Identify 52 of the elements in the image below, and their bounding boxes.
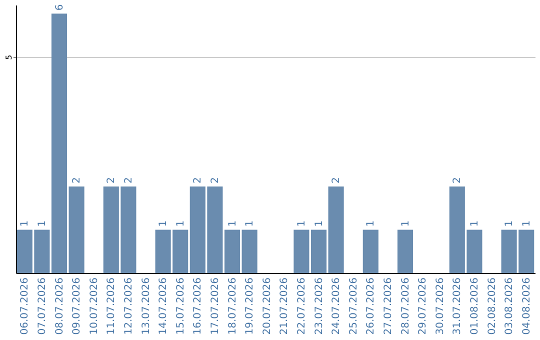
- data-label: 6: [54, 4, 66, 11]
- x-tick-label: 10.07.2026: [88, 278, 100, 335]
- x-tick-label: 01.08.2026: [469, 278, 480, 335]
- data-label: 1: [469, 220, 480, 227]
- x-tick-label: 14.07.2026: [158, 278, 170, 335]
- x-tick-label: 24.07.2026: [331, 278, 342, 335]
- data-label: 2: [192, 177, 204, 184]
- x-tick-label: 03.08.2026: [504, 278, 516, 335]
- data-label: 2: [72, 177, 83, 184]
- data-label: 1: [244, 220, 256, 227]
- data-label: 1: [400, 220, 412, 227]
- x-tick-label: 23.07.2026: [314, 278, 325, 335]
- data-label: 2: [123, 177, 134, 184]
- data-label: 1: [504, 220, 516, 227]
- x-tick-label: 15.07.2026: [175, 278, 186, 335]
- x-tick-label: 11.07.2026: [106, 278, 118, 335]
- data-label: 2: [452, 177, 464, 184]
- y-tick-label: 5: [4, 54, 14, 60]
- data-label: 1: [366, 220, 377, 227]
- x-tick-label: 30.07.2026: [434, 278, 446, 335]
- data-label: 2: [106, 177, 118, 184]
- data-label: 1: [521, 220, 532, 227]
- x-tick-label: 08.07.2026: [54, 278, 66, 335]
- x-tick-label: 27.07.2026: [382, 278, 394, 335]
- x-tick-label: 28.07.2026: [400, 278, 412, 335]
- data-label: 1: [175, 220, 186, 227]
- x-tick-label: 18.07.2026: [227, 278, 238, 335]
- x-tick-label: 20.07.2026: [262, 278, 273, 335]
- x-tick-label: 17.07.2026: [210, 278, 221, 335]
- x-tick-label: 21.07.2026: [279, 278, 290, 335]
- x-tick-label: 13.07.2026: [140, 278, 152, 335]
- x-tick-label: 04.08.2026: [521, 278, 532, 335]
- x-tick-label: 06.07.2026: [20, 278, 31, 335]
- data-label: 2: [331, 177, 342, 184]
- x-tick-label: 31.07.2026: [452, 278, 464, 335]
- x-tick-label: 12.07.2026: [123, 278, 134, 335]
- x-tick-label: 29.07.2026: [418, 278, 429, 335]
- x-tick-label: 26.07.2026: [366, 278, 377, 335]
- data-label: 2: [210, 177, 221, 184]
- x-tick-label: 07.07.2026: [36, 278, 48, 335]
- data-label: 1: [158, 220, 170, 227]
- data-label: 1: [296, 220, 308, 227]
- x-tick-label: 09.07.2026: [72, 278, 83, 335]
- x-tick-label: 22.07.2026: [296, 278, 308, 335]
- x-tick-label: 25.07.2026: [348, 278, 360, 335]
- data-label: 1: [227, 220, 238, 227]
- x-tick-label: 19.07.2026: [244, 278, 256, 335]
- x-tick-label: 16.07.2026: [192, 278, 204, 335]
- data-label: 1: [36, 220, 48, 227]
- data-label: 1: [314, 220, 325, 227]
- x-tick-label: 02.08.2026: [486, 278, 498, 335]
- data-label: 1: [20, 220, 31, 227]
